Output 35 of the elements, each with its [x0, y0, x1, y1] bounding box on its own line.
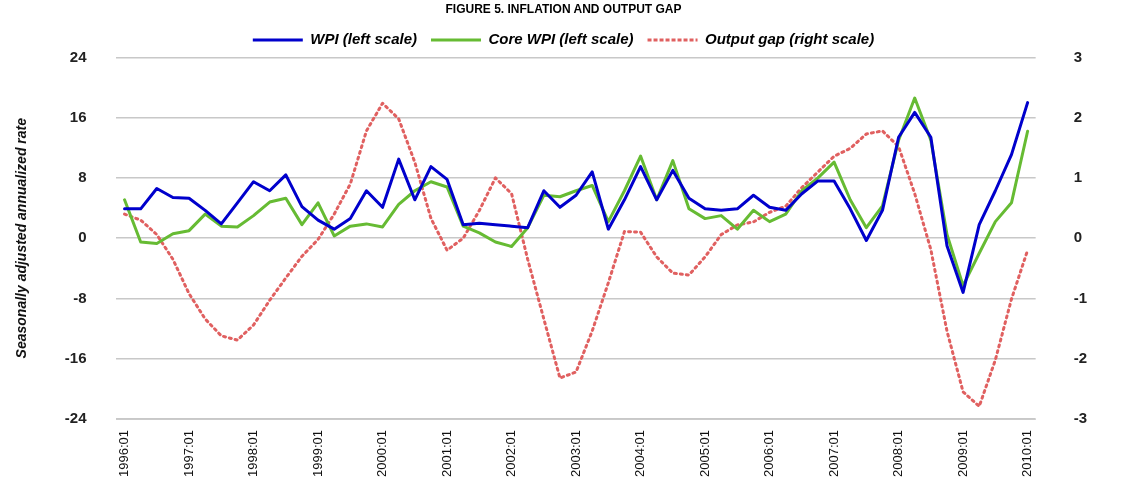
chart-title: FIGURE 5. INFLATION AND OUTPUT GAP [445, 1, 682, 16]
x-tick-label: 2006:01 [761, 430, 777, 478]
y-tick-label: 8 [78, 168, 87, 186]
x-tick-label: 2003:01 [567, 430, 583, 478]
y-tick-label: 24 [69, 47, 88, 65]
y2-tick-label: 3 [1073, 47, 1083, 65]
y2-tick-label: -1 [1073, 288, 1088, 306]
line-series [123, 101, 1030, 408]
y-axis-title: Seasonally adjusted annualized rate [13, 117, 30, 359]
x-tick-label: 1997:01 [180, 430, 196, 478]
y2-tick-label: 2 [1073, 107, 1083, 125]
x-tick-label: 2004:01 [632, 430, 648, 478]
legend-label: Core WPI (left scale) [488, 30, 634, 48]
y2-tick-label: -3 [1073, 409, 1088, 427]
x-tick-label: 2002:01 [503, 430, 519, 478]
y-tick-label: 16 [69, 107, 87, 125]
y2-tick-label: -2 [1073, 348, 1088, 366]
x-tick-label: 2001:01 [438, 430, 454, 478]
x-tick-label: 2009:01 [954, 430, 970, 478]
legend-label: Output gap (right scale) [705, 30, 875, 48]
x-tick-label: 1996:01 [116, 430, 132, 478]
y-tick-label: -24 [64, 409, 88, 427]
x-tick-label: 2005:01 [696, 430, 712, 478]
x-tick-label: 1998:01 [245, 430, 261, 478]
y2-tick-label: 0 [1073, 228, 1083, 246]
y-tick-label: -16 [64, 348, 87, 366]
x-tick-label: 2008:01 [890, 430, 906, 478]
x-tick-label: 2007:01 [825, 430, 841, 478]
x-tick-label: 1999:01 [309, 430, 325, 478]
y-tick-label: 0 [78, 228, 87, 246]
legend-label: WPI (left scale) [310, 30, 418, 48]
y2-tick-label: 1 [1073, 168, 1083, 186]
y-tick-label: -8 [73, 288, 87, 306]
x-tick-label: 2000:01 [374, 430, 390, 478]
x-tick-label: 2010:01 [1019, 430, 1035, 478]
